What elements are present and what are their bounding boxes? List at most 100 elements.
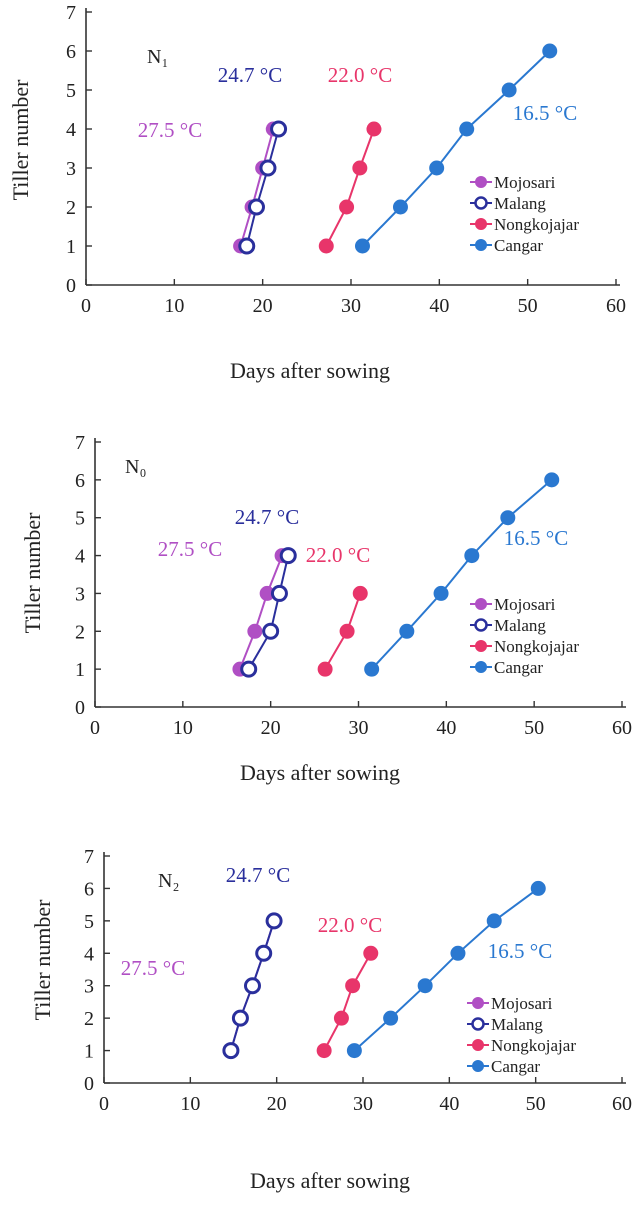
data-point-cangar xyxy=(500,510,516,526)
x-tick-label: 30 xyxy=(341,295,361,317)
y-axis-title: Tiller number xyxy=(30,899,55,1020)
x-tick-label: 20 xyxy=(253,295,273,317)
series-nongkojajar: 22.0 °C xyxy=(318,63,392,254)
x-tick-label: 10 xyxy=(164,295,184,317)
legend-marker xyxy=(474,196,488,210)
series-nongkojajar: 22.0 °C xyxy=(306,543,370,677)
data-point-nongkojajar xyxy=(339,199,355,215)
legend-marker xyxy=(472,1060,484,1072)
data-point-malang xyxy=(231,1009,249,1027)
data-point-cangar xyxy=(346,1043,362,1059)
x-tick-label: 60 xyxy=(612,1093,632,1115)
data-point-malang xyxy=(222,1042,240,1060)
y-tick-label: 5 xyxy=(84,911,94,933)
series-line-nongkojajar xyxy=(325,128,375,247)
x-tick-label: 20 xyxy=(261,717,281,739)
x-tick-label: 20 xyxy=(267,1093,287,1115)
series-mojosari: 27.5 °C xyxy=(138,118,281,254)
series-line-nongkojajar xyxy=(323,952,372,1052)
series-cangar: 16.5 °C xyxy=(346,880,552,1059)
data-point-nongkojajar xyxy=(316,1043,332,1059)
chart-panel-3: 0 1 2 3 4 5 6 7 0 10 20 30 40 50 60 Tiller number Days a… xyxy=(30,846,632,1193)
y-tick-label: 1 xyxy=(66,236,76,258)
y-tick-label: 0 xyxy=(84,1073,94,1095)
x-tick-label: 40 xyxy=(436,717,456,739)
legend: Mojosari Malang Nongkojajar Cangar xyxy=(470,173,579,255)
temperature-label: 27.5 °C xyxy=(121,956,185,980)
legend-label: Nongkojajar xyxy=(491,1036,576,1055)
chart-panel-1: 0 1 2 3 4 5 6 7 0 10 20 30 40 50 60 Tiller number Days a… xyxy=(8,2,626,383)
x-tick-label: 40 xyxy=(439,1093,459,1115)
y-tick-label: 2 xyxy=(84,1008,94,1030)
data-point-malang xyxy=(270,120,288,138)
y-tick-label: 3 xyxy=(84,976,94,998)
legend-marker xyxy=(471,1017,485,1031)
y-axis-title: Tiller number xyxy=(8,79,33,200)
temperature-label: 16.5 °C xyxy=(513,101,577,125)
series-mojosari: 27.5 °C xyxy=(158,537,290,677)
data-point-nongkojajar xyxy=(339,623,355,639)
data-point-cangar xyxy=(433,585,449,601)
panel-label: N₀ xyxy=(125,456,146,478)
x-tick-label: 60 xyxy=(606,295,626,317)
temperature-label: 24.7 °C xyxy=(218,63,282,87)
y-tick-label: 6 xyxy=(84,878,94,900)
series-line-mojosari xyxy=(238,555,284,670)
data-point-cangar xyxy=(542,43,558,59)
panel-label: N₁ xyxy=(147,46,168,68)
legend-label: Malang xyxy=(491,1015,543,1034)
legend-label: Malang xyxy=(494,616,546,635)
data-point-cangar xyxy=(544,472,560,488)
x-axis-title: Days after sowing xyxy=(240,760,400,785)
temperature-label: 22.0 °C xyxy=(328,63,392,87)
temperature-label: 24.7 °C xyxy=(235,505,299,529)
x-tick-label: 0 xyxy=(81,295,91,317)
y-tick-label: 4 xyxy=(84,943,94,965)
data-point-cangar xyxy=(364,661,380,677)
legend-label: Mojosari xyxy=(494,595,556,614)
legend-label: Cangar xyxy=(494,236,543,255)
series-malang: 24.7 °C xyxy=(222,863,290,1060)
data-point-cangar xyxy=(354,238,370,254)
x-axis-title: Days after sowing xyxy=(250,1168,410,1193)
data-point-cangar xyxy=(464,548,480,564)
y-tick-label: 1 xyxy=(84,1041,94,1063)
series-malang: 24.7 °C xyxy=(218,63,288,255)
legend-marker xyxy=(474,618,488,632)
y-axis-title: Tiller number xyxy=(20,512,45,633)
x-tick-label: 0 xyxy=(99,1093,109,1115)
legend-label: Cangar xyxy=(494,658,543,677)
series-line-mojosari xyxy=(239,128,275,247)
data-point-cangar xyxy=(417,978,433,994)
data-point-cangar xyxy=(486,913,502,929)
series-line-malang xyxy=(247,555,290,670)
y-tick-label: 4 xyxy=(66,119,76,141)
temperature-label: 27.5 °C xyxy=(138,118,202,142)
temperature-label: 22.0 °C xyxy=(318,913,382,937)
series-line-malang xyxy=(245,128,280,247)
legend-marker xyxy=(472,1039,484,1051)
data-point-nongkojajar xyxy=(333,1010,349,1026)
temperature-label: 22.0 °C xyxy=(306,543,370,567)
series-nongkojajar: 22.0 °C xyxy=(316,913,382,1059)
y-tick-label: 4 xyxy=(75,546,85,568)
x-tick-label: 50 xyxy=(526,1093,546,1115)
x-tick-label: 50 xyxy=(518,295,538,317)
y-tick-label: 0 xyxy=(66,275,76,297)
data-point-malang xyxy=(255,944,273,962)
legend-label: Mojosari xyxy=(494,173,556,192)
legend-marker xyxy=(475,176,487,188)
data-point-nongkojajar xyxy=(352,585,368,601)
legend-marker xyxy=(475,239,487,251)
x-tick-label: 30 xyxy=(349,717,369,739)
x-tick-label: 50 xyxy=(524,717,544,739)
data-point-malang xyxy=(259,159,277,177)
data-point-nongkojajar xyxy=(352,160,368,176)
data-point-malang xyxy=(243,977,261,995)
data-point-malang xyxy=(238,237,256,255)
series-cangar: 16.5 °C xyxy=(354,43,577,254)
x-tick-label: 10 xyxy=(173,717,193,739)
panel-label: N₂ xyxy=(158,870,179,892)
y-tick-label: 3 xyxy=(66,158,76,180)
